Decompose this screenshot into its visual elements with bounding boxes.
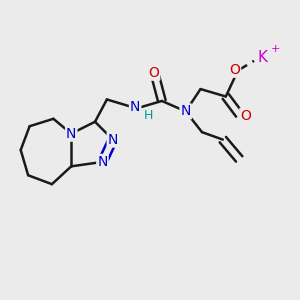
Text: N: N [66, 127, 76, 141]
Text: K: K [258, 50, 268, 65]
Text: N: N [130, 100, 140, 114]
Text: O: O [148, 66, 159, 80]
Text: H: H [144, 109, 153, 122]
Text: N: N [97, 155, 108, 169]
Text: +: + [271, 44, 280, 54]
Text: O: O [229, 63, 240, 77]
Text: N: N [108, 133, 118, 147]
Text: N: N [181, 104, 191, 118]
Text: O: O [240, 109, 251, 123]
